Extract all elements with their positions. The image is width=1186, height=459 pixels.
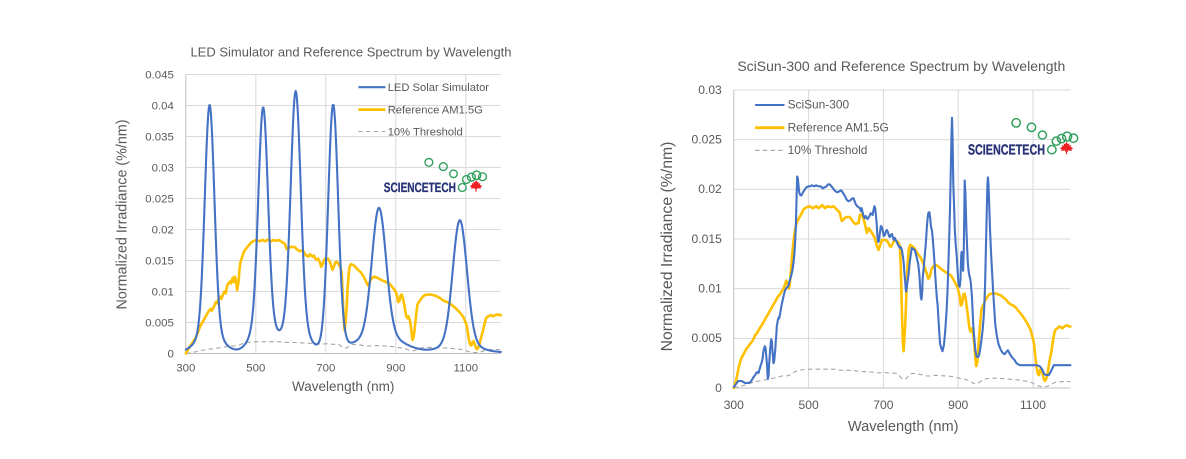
svg-text:0: 0 (715, 381, 722, 395)
svg-text:0.03: 0.03 (698, 83, 722, 97)
svg-text:0.025: 0.025 (145, 193, 174, 205)
svg-text:700: 700 (873, 398, 893, 412)
svg-text:SciSun-300 and Reference Spect: SciSun-300 and Reference Spectrum by Wav… (737, 58, 1065, 74)
svg-text:0.045: 0.045 (145, 69, 174, 81)
svg-text:500: 500 (246, 363, 265, 375)
svg-text:300: 300 (176, 363, 195, 375)
svg-text:SCIENCETECH: SCIENCETECH (384, 180, 456, 195)
svg-text:1100: 1100 (1020, 398, 1046, 412)
svg-text:0.035: 0.035 (145, 131, 174, 143)
svg-text:Normalized Irradiance (%/nm): Normalized Irradiance (%/nm) (115, 120, 131, 310)
svg-text:0.015: 0.015 (692, 232, 723, 246)
svg-text:900: 900 (386, 363, 405, 375)
svg-text:500: 500 (799, 398, 819, 412)
svg-text:900: 900 (948, 398, 968, 412)
svg-text:Normalized Irradiance (%/nm): Normalized Irradiance (%/nm) (659, 142, 676, 352)
svg-text:10% Threshold: 10% Threshold (788, 143, 868, 157)
svg-text:SciSun-300: SciSun-300 (788, 98, 850, 112)
svg-text:Reference AM1.5G: Reference AM1.5G (788, 120, 889, 134)
svg-text:0.005: 0.005 (692, 331, 723, 345)
svg-text:300: 300 (724, 398, 744, 412)
svg-text:0.005: 0.005 (145, 317, 174, 329)
svg-text:0.025: 0.025 (692, 133, 723, 147)
svg-text:0.02: 0.02 (698, 182, 722, 196)
svg-text:LED Simulator and Reference Sp: LED Simulator and Reference Spectrum by … (190, 45, 511, 60)
svg-text:0: 0 (167, 348, 173, 360)
svg-text:0.03: 0.03 (152, 162, 174, 174)
svg-text:0.01: 0.01 (698, 282, 722, 296)
svg-text:LED Solar Simulator: LED Solar Simulator (388, 82, 490, 94)
svg-text:0.015: 0.015 (145, 255, 174, 267)
svg-text:0.02: 0.02 (152, 224, 174, 236)
svg-text:Reference AM1.5G: Reference AM1.5G (388, 104, 483, 116)
svg-text:0.04: 0.04 (152, 100, 174, 112)
svg-text:1100: 1100 (454, 363, 479, 375)
svg-text:700: 700 (316, 363, 335, 375)
svg-text:SCIENCETECH: SCIENCETECH (968, 141, 1045, 157)
svg-text:0.01: 0.01 (152, 286, 174, 298)
svg-text:Wavelength (nm): Wavelength (nm) (848, 419, 959, 435)
svg-text:Wavelength (nm): Wavelength (nm) (292, 379, 394, 394)
svg-text:10% Threshold: 10% Threshold (388, 126, 463, 138)
